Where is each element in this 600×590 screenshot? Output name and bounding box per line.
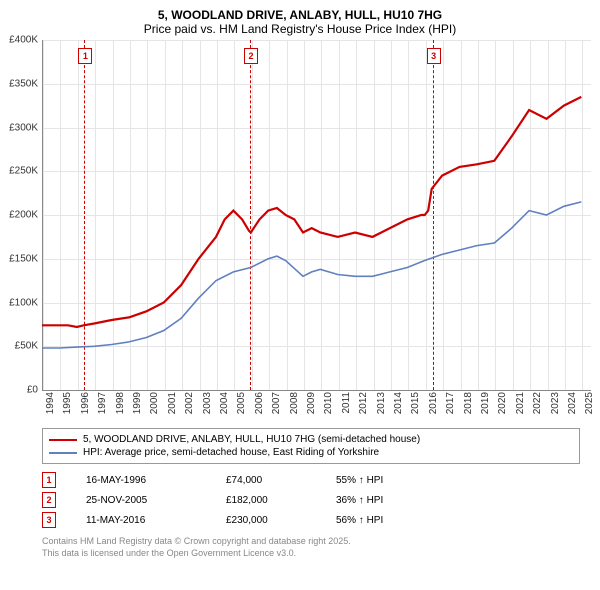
sales-date: 11-MAY-2016 (86, 515, 226, 526)
ytick-label: £300K (9, 122, 38, 133)
xtick-label: 1999 (132, 392, 143, 414)
xtick-label: 2002 (184, 392, 195, 414)
sales-row: 3 11-MAY-2016£230,00056% ↑ HPI (42, 510, 580, 530)
line-layer (42, 40, 590, 390)
ytick-label: £400K (9, 35, 38, 46)
xtick-label: 2016 (428, 392, 439, 414)
xtick-label: 2021 (515, 392, 526, 414)
xtick-label: 2017 (445, 392, 456, 414)
legend-label: 5, WOODLAND DRIVE, ANLABY, HULL, HU10 7H… (83, 434, 420, 445)
xtick-label: 2010 (323, 392, 334, 414)
xtick-label: 2001 (167, 392, 178, 414)
legend-label: HPI: Average price, semi-detached house,… (83, 447, 379, 458)
xtick-label: 2025 (584, 392, 595, 414)
legend-swatch (49, 439, 77, 441)
sales-row: 1 16-MAY-1996£74,00055% ↑ HPI (42, 470, 580, 490)
xtick-label: 2022 (532, 392, 543, 414)
xtick-label: 1997 (97, 392, 108, 414)
xtick-label: 2019 (480, 392, 491, 414)
series-hpi (42, 202, 581, 348)
footer-line-1: Contains HM Land Registry data © Crown c… (42, 536, 580, 548)
xtick-label: 2004 (219, 392, 230, 414)
chart-title: 5, WOODLAND DRIVE, ANLABY, HULL, HU10 7H… (0, 0, 600, 22)
ytick-label: £200K (9, 210, 38, 221)
sales-date: 25-NOV-2005 (86, 495, 226, 506)
sales-price: £74,000 (226, 475, 336, 486)
xtick-label: 2005 (236, 392, 247, 414)
sales-pct: 56% ↑ HPI (336, 515, 436, 526)
series-price_paid (42, 97, 581, 327)
sales-marker: 2 (42, 492, 56, 508)
xtick-label: 2000 (149, 392, 160, 414)
xtick-label: 2024 (567, 392, 578, 414)
xtick-label: 1995 (62, 392, 73, 414)
legend-swatch (49, 452, 77, 454)
sales-marker: 1 (42, 472, 56, 488)
xtick-label: 1994 (45, 392, 56, 414)
xtick-label: 2013 (376, 392, 387, 414)
chart-subtitle: Price paid vs. HM Land Registry's House … (0, 22, 600, 40)
ytick-label: £50K (15, 341, 38, 352)
xtick-label: 2009 (306, 392, 317, 414)
xtick-label: 2020 (497, 392, 508, 414)
chart-area: 123 £0£50K£100K£150K£200K£250K£300K£350K… (42, 40, 590, 390)
sales-pct: 55% ↑ HPI (336, 475, 436, 486)
legend: 5, WOODLAND DRIVE, ANLABY, HULL, HU10 7H… (42, 428, 580, 464)
sales-price: £230,000 (226, 515, 336, 526)
xtick-label: 2007 (271, 392, 282, 414)
sales-row: 2 25-NOV-2005£182,00036% ↑ HPI (42, 490, 580, 510)
footer-line-2: This data is licensed under the Open Gov… (42, 548, 580, 560)
ytick-label: £100K (9, 297, 38, 308)
sales-price: £182,000 (226, 495, 336, 506)
sales-table: 1 16-MAY-1996£74,00055% ↑ HPI 2 25-NOV-2005… (42, 470, 580, 530)
xtick-label: 2023 (550, 392, 561, 414)
sales-marker: 3 (42, 512, 56, 528)
ytick-label: £350K (9, 78, 38, 89)
xtick-label: 2008 (289, 392, 300, 414)
xtick-label: 1998 (115, 392, 126, 414)
xtick-label: 2012 (358, 392, 369, 414)
sales-date: 16-MAY-1996 (86, 475, 226, 486)
xtick-label: 2011 (341, 392, 352, 414)
chart-container: 5, WOODLAND DRIVE, ANLABY, HULL, HU10 7H… (0, 0, 600, 590)
xtick-label: 2003 (202, 392, 213, 414)
footer-attribution: Contains HM Land Registry data © Crown c… (42, 536, 580, 559)
xtick-label: 2006 (254, 392, 265, 414)
xtick-label: 1996 (80, 392, 91, 414)
xtick-label: 2018 (463, 392, 474, 414)
xtick-label: 2014 (393, 392, 404, 414)
sales-pct: 36% ↑ HPI (336, 495, 436, 506)
ytick-label: £250K (9, 166, 38, 177)
ytick-label: £0 (27, 385, 38, 396)
ytick-label: £150K (9, 253, 38, 264)
legend-item: HPI: Average price, semi-detached house,… (49, 446, 573, 459)
xtick-label: 2015 (410, 392, 421, 414)
legend-item: 5, WOODLAND DRIVE, ANLABY, HULL, HU10 7H… (49, 433, 573, 446)
